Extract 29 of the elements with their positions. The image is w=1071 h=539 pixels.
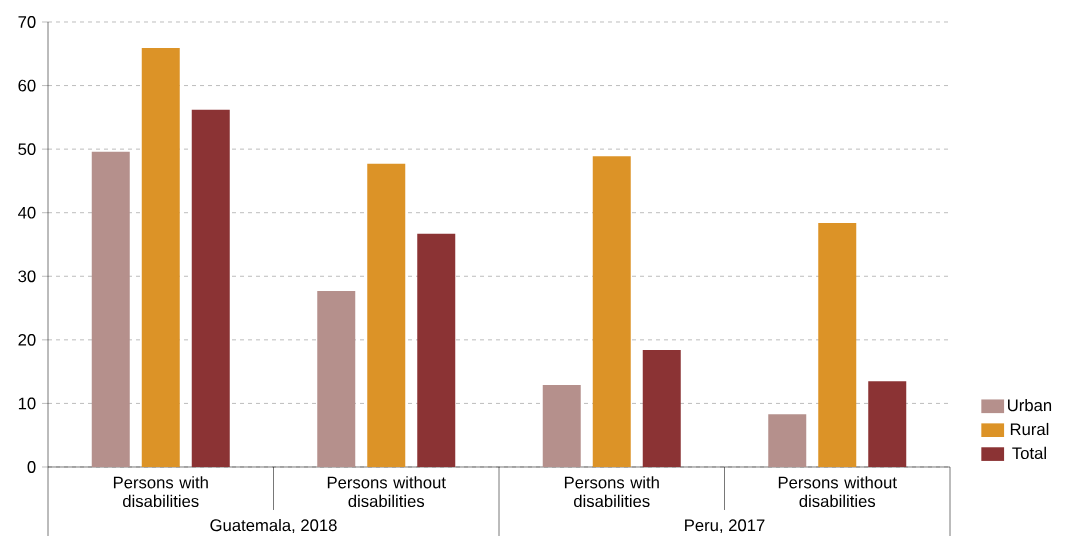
- text: Guatemala, 2018: [210, 519, 337, 534]
- y-tick-label: 50: [18, 143, 36, 156]
- legend-label: Rural: [1010, 423, 1049, 436]
- y-tick-label: 70: [18, 16, 36, 29]
- y-tick-label: 0: [27, 461, 36, 474]
- bar: [91, 151, 130, 468]
- bar: [141, 48, 180, 468]
- bar: [367, 163, 406, 468]
- y-tick-label: 60: [18, 79, 36, 92]
- y-tick-label: 40: [18, 206, 36, 219]
- y-tick-label: 30: [18, 270, 36, 283]
- x-tick-label: Persons with disabilities: [113, 476, 208, 508]
- y-tick-label: 10: [18, 397, 36, 410]
- bar: [592, 156, 631, 468]
- bar: [317, 291, 356, 468]
- bar: [768, 414, 807, 468]
- bar: [642, 350, 681, 468]
- x-tick-label: Persons with disabilities: [564, 476, 659, 508]
- y-tick-label: 20: [18, 334, 36, 346]
- bar: [417, 233, 456, 468]
- x-tick-label: Persons without disabilities: [327, 476, 446, 508]
- bar: [191, 109, 230, 468]
- bar: [868, 381, 907, 468]
- text: Peru, 2017: [685, 519, 765, 534]
- bar: [542, 385, 581, 468]
- legend-label: Urban: [1008, 399, 1052, 412]
- legend-label: Total: [1012, 446, 1046, 460]
- x-tick-label: Persons without disabilities: [778, 476, 897, 508]
- bar: [818, 223, 857, 468]
